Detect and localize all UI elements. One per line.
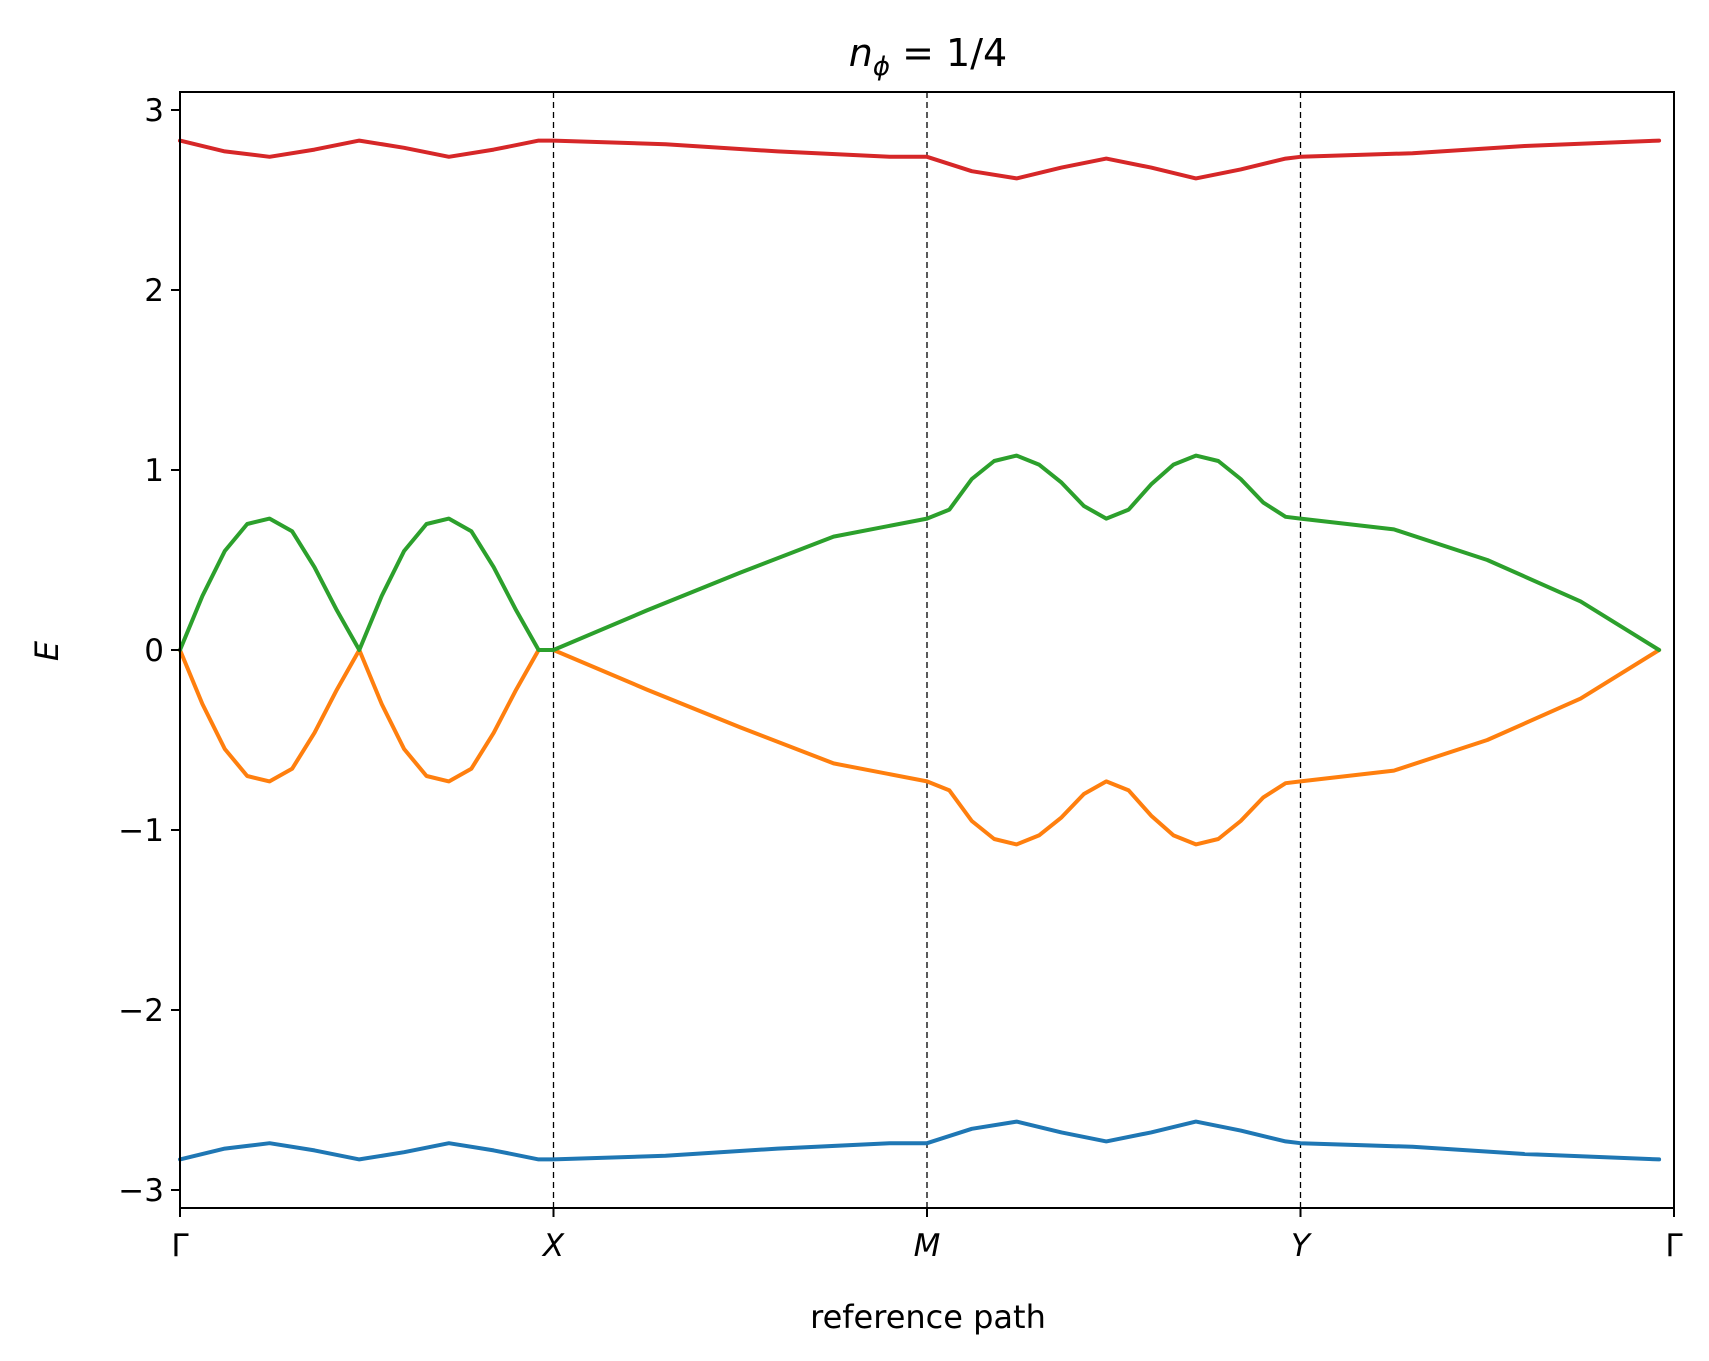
y-axis-label: E [28, 640, 66, 661]
y-ticks: −3 −2 −1 0 1 2 3 [118, 93, 180, 1209]
x-tick-label: Γ [1665, 1228, 1683, 1264]
high-symmetry-lines [552, 92, 1302, 1208]
y-tick-label: −2 [118, 993, 164, 1029]
plot-frame [179, 91, 1675, 1209]
y-tick-label: −1 [118, 813, 164, 849]
x-tick-label: M [914, 1228, 941, 1264]
y-tick-label: 1 [144, 453, 164, 489]
y-tick-label: 3 [144, 93, 164, 129]
y-tick-label: 2 [144, 273, 164, 309]
y-tick-label: 0 [144, 633, 164, 669]
x-tick-label: Γ [171, 1228, 189, 1264]
plot-area: −3 −2 −1 0 1 2 3 Γ X M Y Γ [118, 91, 1683, 1264]
band-1-line [178, 1119, 1662, 1162]
y-tick-label: −3 [118, 1173, 164, 1209]
x-tick-label: Y [1291, 1228, 1312, 1264]
chart-title: nϕ = 1/4 [849, 31, 1007, 82]
x-tick-label: X [541, 1228, 565, 1264]
x-axis-label: reference path [810, 1298, 1046, 1336]
band-3-line [178, 453, 1662, 652]
band-2-line [178, 648, 1662, 847]
series-layer [178, 138, 1662, 1162]
band-4-line [178, 138, 1662, 181]
